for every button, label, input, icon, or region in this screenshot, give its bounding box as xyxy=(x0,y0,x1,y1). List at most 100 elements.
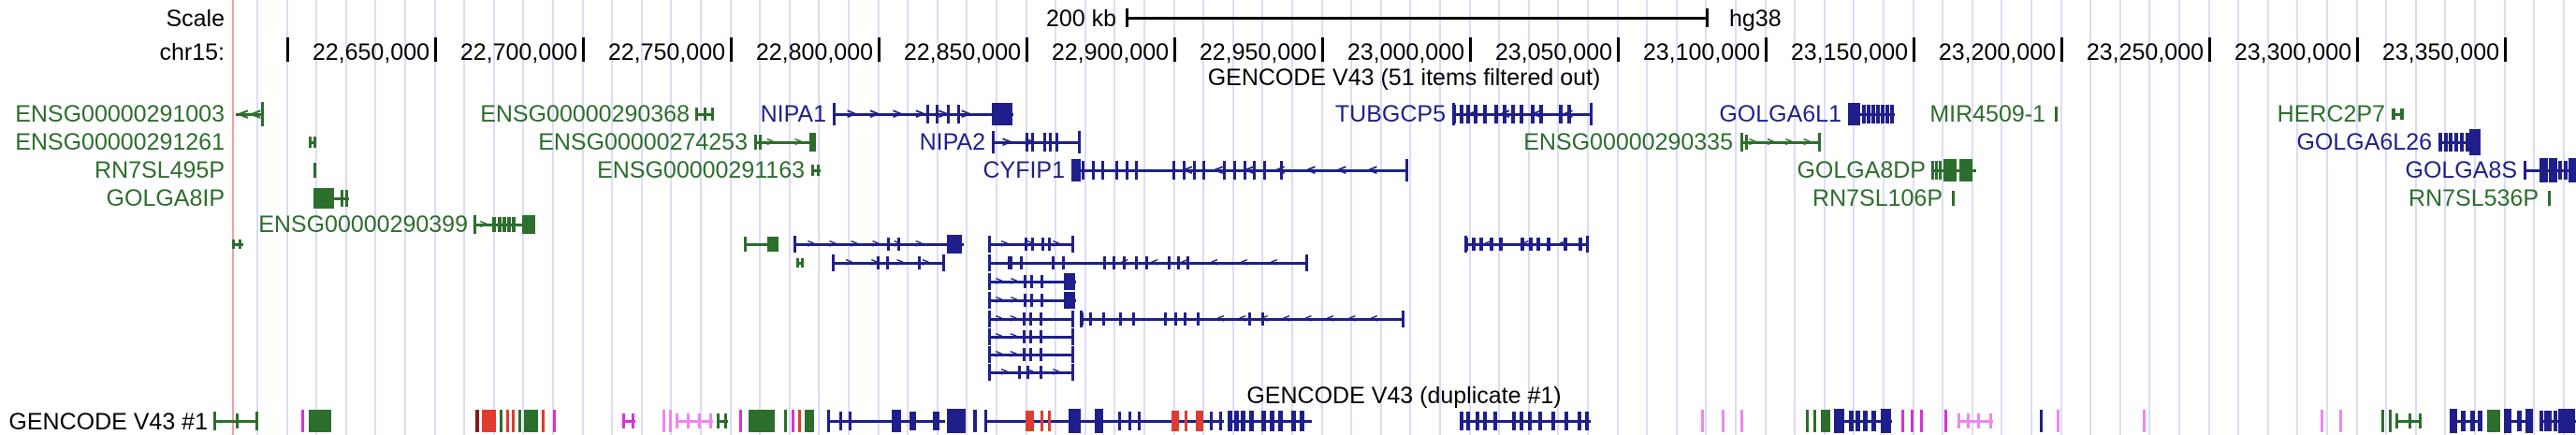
dense-track-feature[interactable] xyxy=(2381,410,2384,432)
ruler-coordinate-label[interactable]: 23,000,000 xyxy=(1346,39,1464,65)
ruler-coordinate-label[interactable]: 22,800,000 xyxy=(755,39,873,65)
transcript-glyph[interactable] xyxy=(796,256,804,269)
gene-label-herc2p7[interactable]: HERC2P7 xyxy=(2277,101,2385,127)
gene-glyph-ensg00000290399[interactable]: > xyxy=(473,215,536,234)
dense-track-feature[interactable] xyxy=(1920,410,1923,432)
dense-track-feature[interactable] xyxy=(1821,410,1830,432)
dense-track-feature[interactable] xyxy=(947,409,966,433)
ruler-coordinate-label[interactable]: 23,150,000 xyxy=(1790,39,1908,65)
gene-label-ensg00000290368[interactable]: ENSG00000290368 xyxy=(480,101,690,127)
transcript-glyph[interactable] xyxy=(232,238,243,251)
gene-label-ensg00000291261[interactable]: ENSG00000291261 xyxy=(15,129,225,155)
gene-label-rn7sl495p[interactable]: RN7SL495P xyxy=(95,157,225,183)
dense-track-feature[interactable] xyxy=(542,410,545,432)
gene-glyph-rn7sl495p[interactable] xyxy=(313,163,316,178)
gene-label-ensg00000291003[interactable]: ENSG00000291003 xyxy=(15,101,225,127)
track-title-gencode-dense[interactable]: GENCODE V43 (duplicate #1) xyxy=(1246,383,1562,409)
track-left-label-gencode-dense[interactable]: GENCODE V43 #1 xyxy=(8,409,208,435)
dense-track-feature[interactable] xyxy=(2395,412,2423,430)
dense-track-feature[interactable] xyxy=(784,410,787,432)
gene-glyph-golga6l1[interactable] xyxy=(1848,103,1895,125)
gene-glyph-golga6l26[interactable] xyxy=(2438,129,2481,155)
gene-glyph-cyfip1[interactable]: < < < < < < < xyxy=(1071,159,1408,181)
ruler-coordinate-label[interactable]: 23,250,000 xyxy=(2086,39,2204,65)
dense-track-feature[interactable] xyxy=(1228,409,1312,433)
transcript-glyph[interactable]: < < < < < < < < xyxy=(1080,311,1404,327)
gene-label-ensg00000290399[interactable]: ENSG00000290399 xyxy=(258,211,468,238)
gene-glyph-ensg00000290335[interactable]: > > > > xyxy=(1740,133,1821,152)
gene-label-golga6l26[interactable]: GOLGA6L26 xyxy=(2296,129,2432,155)
dense-track-feature[interactable] xyxy=(2504,409,2533,433)
dense-track-feature[interactable] xyxy=(1041,411,1043,431)
transcript-glyph[interactable] xyxy=(744,237,779,252)
transcript-glyph[interactable]: < < < xyxy=(1464,236,1589,253)
dense-track-feature[interactable] xyxy=(1026,411,1034,431)
dense-track-feature[interactable] xyxy=(798,410,801,432)
ruler-coordinate-label[interactable]: 22,650,000 xyxy=(312,39,429,65)
dense-track-feature[interactable] xyxy=(2057,410,2059,432)
ruler-coordinate-label[interactable]: 23,100,000 xyxy=(1642,39,1760,65)
dense-track-feature[interactable] xyxy=(500,410,502,432)
gene-label-ensg00000274253[interactable]: ENSG00000274253 xyxy=(538,129,748,155)
dense-track-feature[interactable] xyxy=(669,410,672,432)
dense-track-feature[interactable] xyxy=(792,410,794,432)
gene-label-golga8dp[interactable]: GOLGA8DP xyxy=(1797,157,1926,183)
dense-track-feature[interactable] xyxy=(984,409,1224,433)
transcript-glyph[interactable]: > > xyxy=(988,346,1074,363)
gene-label-golga8ip[interactable]: GOLGA8IP xyxy=(106,185,225,211)
dense-track-feature[interactable] xyxy=(2487,410,2500,432)
ruler-coordinate-label[interactable]: 23,050,000 xyxy=(1494,39,1612,65)
chromosome-label[interactable]: chr15: xyxy=(159,39,225,65)
dense-track-feature[interactable] xyxy=(1834,409,1892,433)
gene-glyph-golga8ip[interactable] xyxy=(313,188,349,209)
gene-label-nipa1[interactable]: NIPA1 xyxy=(760,101,826,127)
dense-track-feature[interactable] xyxy=(1701,410,1704,432)
ruler-coordinate-label[interactable]: 22,900,000 xyxy=(1051,39,1169,65)
gene-label-ensg00000290335[interactable]: ENSG00000290335 xyxy=(1523,129,1733,155)
dense-track-feature[interactable] xyxy=(1048,411,1051,431)
gene-glyph-ensg00000274253[interactable]: > > xyxy=(754,133,816,152)
ruler-coordinate-label[interactable]: 23,200,000 xyxy=(1938,39,2056,65)
ruler-coordinate-label[interactable]: 22,950,000 xyxy=(1199,39,1317,65)
gene-label-mir4509-1[interactable]: MIR4509-1 xyxy=(1929,101,2045,127)
dense-track-feature[interactable] xyxy=(662,410,665,432)
ruler-coordinate-label[interactable]: 22,700,000 xyxy=(459,39,577,65)
dense-track-feature[interactable] xyxy=(1172,411,1179,431)
gene-glyph-golga8s[interactable] xyxy=(2524,158,2576,182)
gene-glyph-ensg00000291163[interactable] xyxy=(811,163,821,178)
ruler-coordinate-label[interactable]: 23,300,000 xyxy=(2234,39,2351,65)
gene-label-rn7sl106p[interactable]: RN7SL106P xyxy=(1812,185,1943,211)
track-title-gencode-pack[interactable]: GENCODE V43 (51 items filtered out) xyxy=(1207,65,1601,91)
gene-label-cyfip1[interactable]: CYFIP1 xyxy=(982,157,1065,183)
transcript-glyph[interactable]: > > > > xyxy=(832,254,945,271)
transcript-glyph[interactable]: > > xyxy=(988,311,1074,327)
dense-track-feature[interactable] xyxy=(2143,410,2146,432)
dense-track-feature[interactable] xyxy=(1460,410,1591,432)
dense-track-feature[interactable] xyxy=(1196,411,1203,431)
dense-track-feature[interactable] xyxy=(506,410,509,432)
gene-label-tubgcp5[interactable]: TUBGCP5 xyxy=(1334,101,1446,127)
dense-track-feature[interactable] xyxy=(2540,409,2576,433)
dense-track-feature[interactable] xyxy=(309,410,331,432)
dense-track-feature[interactable] xyxy=(1806,410,1809,432)
ruler-coordinate-label[interactable]: 22,750,000 xyxy=(607,39,725,65)
dense-track-feature[interactable] xyxy=(739,410,742,432)
transcript-glyph[interactable]: > > xyxy=(988,292,1076,309)
dense-track-feature[interactable] xyxy=(973,410,977,432)
gene-glyph-rn7sl106p[interactable] xyxy=(1952,191,1955,206)
dense-track-feature[interactable] xyxy=(749,410,775,432)
dense-track-feature[interactable] xyxy=(1722,410,1725,432)
dense-track-feature[interactable] xyxy=(2321,410,2323,432)
dense-track-feature[interactable] xyxy=(1901,410,1904,432)
gene-glyph-herc2p7[interactable] xyxy=(2392,107,2405,122)
gene-glyph-ensg00000291003[interactable]: < < xyxy=(236,102,264,126)
gene-glyph-mir4509-1[interactable] xyxy=(2055,107,2058,122)
transcript-glyph[interactable]: > > xyxy=(988,328,1074,345)
dense-track-feature[interactable] xyxy=(301,410,304,432)
transcript-glyph[interactable]: > > > xyxy=(988,364,1074,381)
dense-track-feature[interactable] xyxy=(213,412,258,430)
dense-track-feature[interactable] xyxy=(1944,410,1947,432)
dense-track-feature[interactable] xyxy=(827,410,945,432)
gene-label-golga8s[interactable]: GOLGA8S xyxy=(2405,157,2518,183)
dense-track-feature[interactable] xyxy=(1185,411,1187,431)
